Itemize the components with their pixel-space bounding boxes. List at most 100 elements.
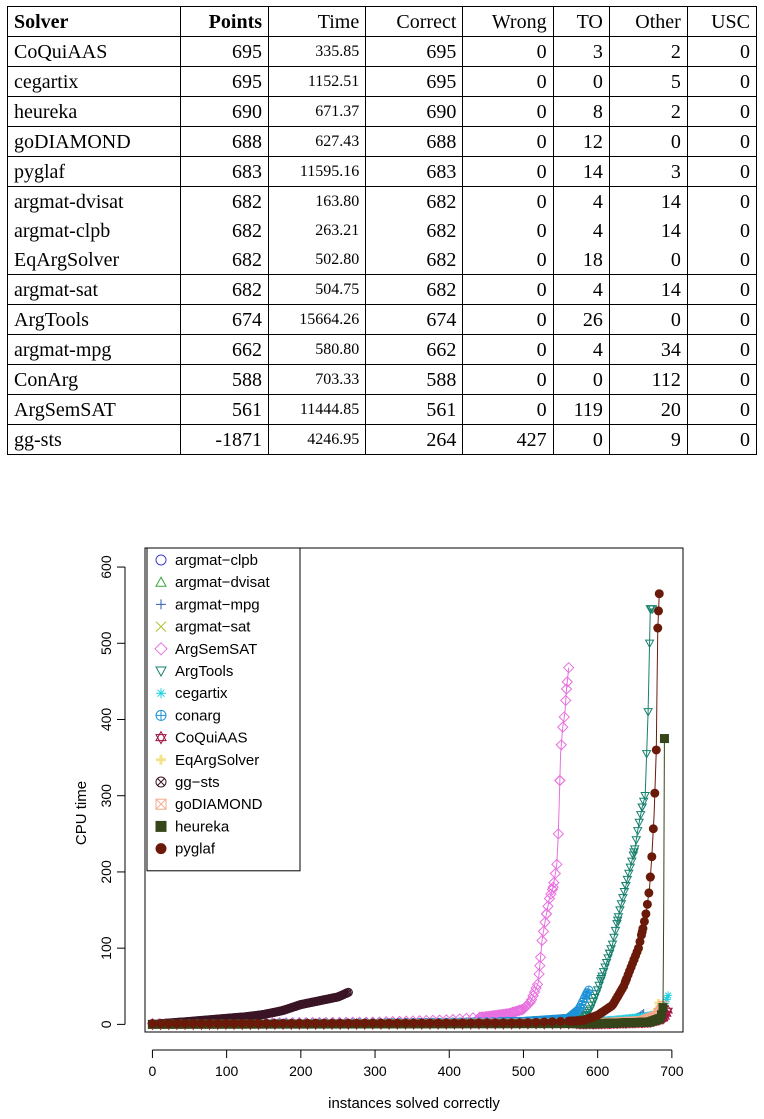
point (155, 843, 167, 855)
header-usc: USC (686, 6, 758, 37)
legend-label: CoQuiAAS (175, 730, 248, 747)
cell-correct: 561 (365, 394, 464, 425)
point (507, 1018, 517, 1028)
legend-item: argmat−dvisat (155, 574, 270, 591)
point (523, 1018, 533, 1028)
point (548, 876, 560, 889)
cell-other: 2 (608, 36, 688, 67)
table-row: heureka 690 671.37 690 0 8 2 0 (7, 96, 758, 127)
cell-correct: 682 (365, 186, 464, 216)
cell-other: 14 (608, 274, 688, 305)
point (155, 798, 167, 810)
point (642, 899, 652, 909)
cell-correct: 690 (365, 96, 464, 127)
y-axis-label: CPU time (73, 781, 90, 845)
cell-other: 0 (608, 126, 688, 157)
point (164, 1019, 174, 1029)
legend-item: EqArgSolver (156, 752, 259, 769)
point (612, 920, 622, 929)
point (156, 754, 166, 765)
cell-correct: 688 (365, 126, 464, 157)
point (343, 1018, 353, 1028)
cell-points: 682 (179, 186, 270, 216)
point (626, 857, 637, 867)
point (547, 1017, 557, 1027)
point (554, 774, 566, 787)
table-row: goDIAMOND 688 627.43 688 0 12 0 0 (7, 126, 758, 157)
table-row: argmat-sat 682 504.75 682 0 4 14 0 (7, 274, 758, 305)
point (653, 623, 663, 633)
point (629, 845, 640, 855)
cell-wrong: 0 (462, 186, 554, 216)
cell-to: 3 (552, 36, 610, 67)
legend-item: heureka (155, 818, 230, 835)
cell-time: 580.80 (268, 334, 367, 365)
point (327, 1018, 337, 1028)
point (512, 1005, 524, 1017)
point (482, 1018, 492, 1028)
point (425, 1018, 435, 1028)
legend-label: ArgTools (175, 663, 233, 680)
cpu-time-chart: 0 100 200 300 400 500 600 700 0 100 200 300 400 500 6… (73, 547, 684, 1112)
point (542, 900, 554, 912)
legend-label: argmat−clpb (175, 552, 258, 569)
legend-item: argmat−clpb (155, 552, 258, 569)
point (490, 1018, 500, 1028)
point (229, 1018, 239, 1028)
point (622, 875, 633, 885)
point (417, 1018, 427, 1028)
point (645, 872, 655, 882)
point (245, 1018, 255, 1028)
cell-time: 504.75 (268, 274, 367, 305)
point (196, 1019, 206, 1029)
point (262, 1018, 272, 1028)
cell-wrong: 0 (462, 364, 554, 395)
plot-frame (144, 547, 684, 1033)
cell-points: -1871 (179, 424, 270, 455)
cell-wrong: 0 (462, 36, 554, 67)
cell-solver: ArgTools (7, 304, 181, 335)
legend-label: pyglaf (175, 841, 216, 858)
header-correct: Correct (365, 6, 464, 37)
cell-usc: 0 (686, 126, 758, 157)
cell-correct: 682 (365, 216, 464, 245)
point (270, 1018, 280, 1028)
point (639, 916, 649, 926)
point (560, 694, 572, 707)
cell-points: 682 (179, 245, 270, 275)
header-solver: Solver (7, 6, 181, 37)
cell-other: 112 (608, 364, 688, 395)
cell-correct: 588 (365, 364, 464, 395)
point (286, 1018, 296, 1028)
point (172, 1019, 182, 1029)
cell-wrong: 427 (462, 424, 554, 455)
legend-label: gg−sts (175, 774, 220, 791)
point (648, 824, 658, 834)
point (557, 721, 569, 733)
y-tick-label: 300 (98, 784, 114, 808)
point (376, 1018, 386, 1028)
point (644, 888, 654, 898)
cell-usc: 0 (686, 304, 758, 335)
cell-time: 4246.95 (268, 424, 367, 455)
cell-to: 26 (552, 304, 610, 335)
point (351, 1018, 361, 1028)
cell-time: 335.85 (268, 36, 367, 67)
point (278, 1018, 288, 1028)
y-axis: 0 100 200 300 400 500 600 (98, 555, 126, 1028)
cell-solver: argmat-mpg (7, 334, 181, 365)
legend-label: ArgSemSAT (175, 641, 257, 658)
cell-solver: argmat-sat (7, 274, 181, 305)
cell-usc: 0 (686, 245, 758, 275)
cell-to: 18 (552, 245, 610, 275)
x-tick-label: 500 (512, 1063, 536, 1079)
cell-correct: 682 (365, 274, 464, 305)
cell-correct: 674 (365, 304, 464, 335)
cell-time: 627.43 (268, 126, 367, 157)
cell-wrong: 0 (462, 96, 554, 127)
table-row: CoQuiAAS 695 335.85 695 0 3 2 0 (7, 36, 758, 67)
point (155, 776, 167, 788)
cell-other: 14 (608, 216, 688, 245)
point (654, 606, 664, 616)
x-tick-label: 700 (660, 1063, 684, 1079)
